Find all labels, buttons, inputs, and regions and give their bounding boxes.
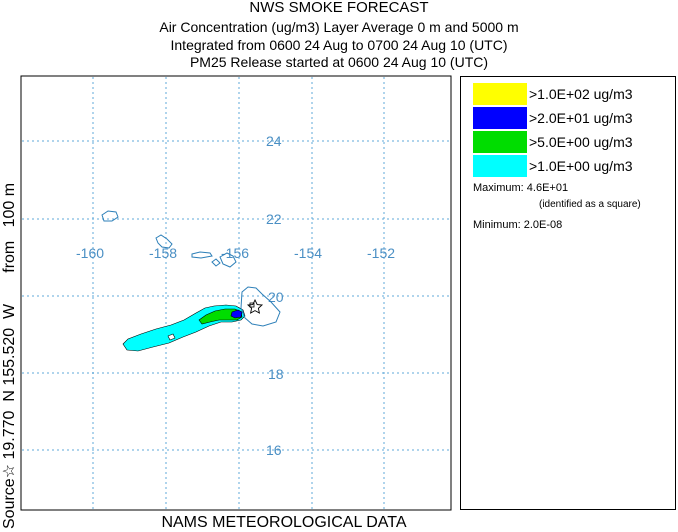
lat-label: 16 [266,442,282,458]
lat-label: 18 [268,366,284,382]
lon-label: -154 [294,245,322,261]
island-oahu [155,234,173,249]
legend-label: >1.0E+00 ug/m3 [529,158,633,174]
meteorological-data-caption: NAMS METEOROLOGICAL DATA [161,514,407,531]
island-niihau [101,210,119,222]
minimum-value: Minimum: 2.0E-08 [473,219,563,231]
island-maui [219,252,237,268]
star-icon [246,298,264,314]
subtitle-concentration: Air Concentration (ug/m3) Layer Average … [159,19,519,35]
legend-label: >5.0E+00 ug/m3 [529,134,633,150]
lon-label: -158 [149,245,177,261]
lat-label: 22 [266,211,282,227]
legend-entry: >5.0E+00 ug/m3 [473,131,673,153]
maximum-note: (identified as a square) [539,199,641,210]
forecast-title: NWS SMOKE FORECAST [249,0,429,16]
legend-swatch-green [473,131,527,153]
legend-entry: >2.0E+01 ug/m3 [473,107,673,129]
plume-green-contour [198,308,243,325]
map-frame [20,75,452,511]
lon-label: -160 [76,245,104,261]
plume-island-outline [167,333,176,341]
island-lanai [211,258,221,267]
lon-label: -152 [367,245,395,261]
legend-entry: >1.0E+02 ug/m3 [473,83,673,105]
legend-swatch-blue [473,107,527,129]
legend-swatch-cyan [473,155,527,177]
subtitle-integration: Integrated from 0600 24 Aug to 0700 24 A… [170,37,508,53]
legend-panel: >1.0E+02 ug/m3 >2.0E+01 ug/m3 >5.0E+00 u… [460,76,676,510]
lat-label: 24 [266,133,282,149]
lat-label: 20 [268,289,284,305]
island-molokai [191,251,213,259]
legend-swatch-yellow [473,83,527,105]
island-hawaii [240,286,281,327]
plume-blue-contour [230,309,243,319]
maximum-value: Maximum: 4.6E+01 [473,182,569,194]
max-square-icon [249,302,255,308]
subtitle-release: PM25 Release started at 0600 24 Aug 10 (… [189,54,489,70]
lon-label: -156 [221,245,249,261]
legend-entry: >1.0E+00 ug/m3 [473,155,673,177]
legend-label: >2.0E+01 ug/m3 [529,110,633,126]
legend-label: >1.0E+02 ug/m3 [529,86,633,102]
map-grid [22,77,450,509]
